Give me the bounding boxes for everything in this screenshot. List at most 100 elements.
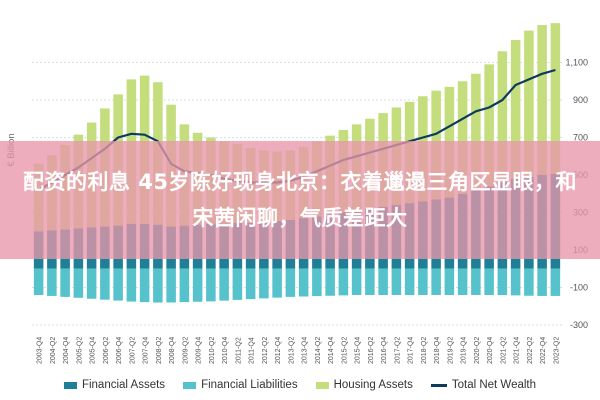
y-tick-label: 900 (573, 95, 588, 105)
legend-item: Financial Assets (63, 379, 165, 391)
financial-liabilities-bar (351, 268, 362, 295)
x-tick-label: 2009-Q4 (196, 337, 203, 364)
y-tick-label: 700 (573, 133, 588, 143)
financial-liabilities-bar (166, 268, 176, 303)
x-tick-label: 2004-Q4 (63, 337, 70, 364)
legend-swatch (430, 383, 447, 387)
financial-liabilities-bar (153, 268, 163, 303)
legend-swatch (183, 381, 197, 389)
financial-liabilities-bar (418, 268, 428, 295)
x-tick-label: 2015-Q2 (341, 337, 348, 364)
x-tick-label: 2006-Q2 (103, 337, 110, 364)
x-tick-label: 2005-Q4 (90, 337, 97, 364)
housing-assets-bar (537, 25, 547, 175)
financial-liabilities-bar (86, 268, 97, 299)
financial-liabilities-bar (100, 268, 110, 300)
x-tick-label: 2006-Q4 (116, 337, 123, 364)
x-tick-label: 2007-Q4 (143, 337, 150, 364)
financial-liabilities-bar (484, 268, 494, 295)
x-tick-label: 2003-Q4 (37, 337, 44, 364)
x-tick-label: 2010-Q4 (222, 337, 229, 364)
headline-text: 配资的利息 45岁陈好现身北京：衣着邋遢三角区显眼，和宋茜闲聊，气质差距大 (22, 170, 578, 230)
financial-liabilities-bar (272, 268, 282, 298)
x-tick-label: 2023-Q2 (553, 337, 560, 364)
housing-assets-bar (550, 23, 561, 175)
financial-liabilities-bar (33, 268, 44, 295)
x-tick-label: 2013-Q4 (302, 337, 309, 364)
x-tick-label: 2007-Q2 (129, 337, 136, 364)
financial-liabilities-bar (550, 268, 561, 296)
x-tick-label: 2019-Q4 (461, 337, 468, 364)
financial-liabilities-bar (126, 268, 137, 302)
x-tick-label: 2011-Q2 (235, 337, 242, 364)
x-tick-label: 2014-Q2 (315, 337, 322, 364)
x-tick-label: 2017-Q2 (394, 337, 401, 364)
x-tick-label: 2016-Q2 (368, 337, 375, 364)
financial-liabilities-bar (471, 268, 481, 295)
x-tick-label: 2012-Q4 (275, 337, 282, 364)
financial-liabilities-bar (537, 268, 547, 296)
financial-liabilities-bar (259, 268, 269, 299)
financial-liabilities-bar (444, 268, 455, 295)
financial-liabilities-bar (298, 268, 309, 297)
housing-assets-bar (484, 64, 494, 187)
y-tick-label: -300 (570, 320, 588, 330)
legend: Financial Assets Financial Liabilities Hou… (0, 376, 600, 394)
legend-swatch (315, 381, 329, 389)
legend-label: Total Net Wealth (451, 379, 537, 391)
x-tick-label: 2022-Q2 (527, 337, 534, 364)
x-tick-label: 2008-Q4 (169, 337, 176, 364)
x-tick-label: 2014-Q4 (328, 337, 335, 364)
x-tick-label: 2015-Q4 (355, 337, 362, 364)
financial-liabilities-bar (73, 268, 84, 298)
x-tick-label: 2013-Q2 (288, 337, 295, 364)
financial-liabilities-bar (312, 268, 322, 297)
y-tick-label: -100 (570, 283, 588, 293)
headline-banner: 配资的利息 45岁陈好现身北京：衣着邋遢三角区显眼，和宋茜闲聊，气质差距大 (0, 141, 600, 259)
financial-liabilities-bar (245, 268, 256, 300)
legend-item: Financial Liabilities (183, 379, 298, 391)
financial-liabilities-bar (47, 268, 57, 296)
x-tick-label: 2016-Q4 (381, 337, 388, 364)
x-tick-label: 2010-Q2 (209, 337, 216, 364)
x-tick-label: 2004-Q2 (50, 337, 57, 364)
financial-liabilities-bar (139, 268, 150, 303)
financial-liabilities-bar (232, 268, 243, 300)
financial-liabilities-bar (192, 268, 203, 302)
financial-liabilities-bar (431, 268, 441, 295)
legend-label: Financial Liabilities (201, 379, 298, 391)
x-tick-label: 2018-Q2 (421, 337, 428, 364)
financial-liabilities-bar (206, 268, 216, 302)
housing-assets-bar (524, 30, 534, 177)
legend-swatch (63, 381, 77, 389)
x-tick-label: 2020-Q2 (474, 337, 481, 364)
legend-item: Total Net Wealth (430, 379, 537, 391)
financial-liabilities-bar (378, 268, 388, 295)
financial-liabilities-bar (60, 268, 70, 297)
financial-liabilities-bar (365, 268, 375, 295)
housing-assets-bar (457, 81, 468, 194)
financial-liabilities-bar (113, 268, 123, 301)
x-tick-label: 2019-Q2 (447, 337, 454, 364)
x-tick-label: 2008-Q2 (156, 337, 163, 364)
x-tick-label: 2011-Q4 (249, 337, 256, 364)
legend-item: Housing Assets (315, 379, 413, 391)
financial-liabilities-bar (219, 268, 229, 301)
x-tick-label: 2005-Q2 (76, 337, 83, 364)
financial-liabilities-bar (524, 268, 534, 296)
financial-liabilities-bar (325, 268, 335, 296)
x-tick-label: 2021-Q4 (514, 337, 521, 364)
financial-liabilities-bar (510, 268, 521, 296)
x-tick-label: 2017-Q4 (408, 337, 415, 364)
housing-assets-bar (510, 40, 521, 179)
financial-liabilities-bar (391, 268, 402, 295)
financial-liabilities-bar (179, 268, 190, 303)
legend-label: Housing Assets (333, 379, 413, 391)
financial-liabilities-bar (285, 268, 296, 297)
x-tick-labels: 2003-Q4 2004-Q2 2004-Q4 2005-Q2 2005-Q4 2006-… (37, 337, 561, 364)
x-tick-label: 2021-Q2 (500, 337, 507, 364)
housing-assets-bar (471, 73, 481, 190)
x-tick-label: 2020-Q4 (487, 337, 494, 364)
financial-liabilities-bar (404, 268, 415, 295)
financial-liabilities-bar (338, 268, 349, 296)
